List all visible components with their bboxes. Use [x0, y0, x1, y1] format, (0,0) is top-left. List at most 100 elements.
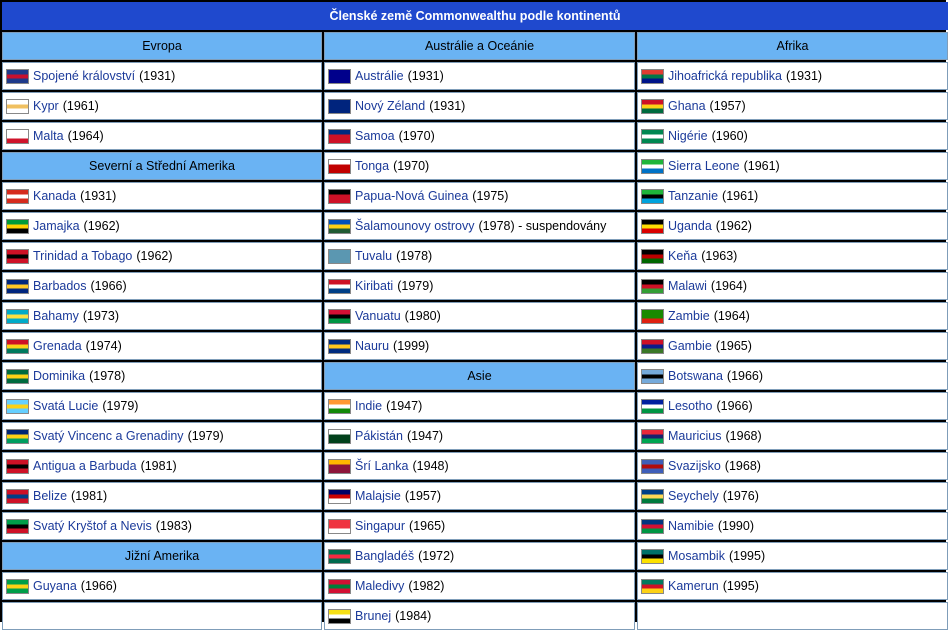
- country-link[interactable]: Nauru: [355, 339, 390, 353]
- flag-icon: [6, 398, 29, 414]
- country-link[interactable]: Maledivy: [355, 579, 405, 593]
- country-link[interactable]: Indie: [355, 399, 383, 413]
- country-cell: Singapur (1965): [324, 512, 635, 540]
- join-year: (1966): [80, 579, 117, 593]
- country-link[interactable]: Spojené království: [33, 69, 136, 83]
- country-link[interactable]: Botswana: [668, 369, 723, 383]
- country-link[interactable]: Lesotho: [668, 399, 713, 413]
- country-link[interactable]: Tuvalu: [355, 249, 393, 263]
- country-cell: Malawi (1964): [637, 272, 948, 300]
- flag-icon: [328, 218, 351, 234]
- join-year: (1975): [472, 189, 509, 203]
- country-link[interactable]: Malta: [33, 129, 64, 143]
- country-link[interactable]: Šrí Lanka: [355, 459, 409, 473]
- flag-icon: [328, 428, 351, 444]
- flag-icon: [641, 428, 664, 444]
- flag-icon: [328, 158, 351, 174]
- country-link[interactable]: Mauricius: [668, 429, 722, 443]
- country-cell: Indie (1947): [324, 392, 635, 420]
- country-link[interactable]: Barbados: [33, 279, 87, 293]
- country-link[interactable]: Kypr: [33, 99, 59, 113]
- country-cell: Papua-Nová Guinea (1975): [324, 182, 635, 210]
- country-link[interactable]: Nový Zéland: [355, 99, 426, 113]
- join-year: (1961): [62, 99, 99, 113]
- country-cell: Guyana (1966): [2, 572, 322, 600]
- country-link[interactable]: Bahamy: [33, 309, 79, 323]
- country-link[interactable]: Bangladéš: [355, 549, 415, 563]
- country-link[interactable]: Austrálie: [355, 69, 404, 83]
- flag-icon: [6, 518, 29, 534]
- country-cell: Svatý Vincenc a Grenadiny (1979): [2, 422, 322, 450]
- country-link[interactable]: Gambie: [668, 339, 712, 353]
- country-cell: Mosambik (1995): [637, 542, 948, 570]
- flag-icon: [641, 218, 664, 234]
- country-link[interactable]: Malawi: [668, 279, 707, 293]
- flag-icon: [328, 608, 351, 624]
- flag-icon: [328, 98, 351, 114]
- join-year: (1961): [743, 159, 780, 173]
- join-year: (1965): [409, 519, 446, 533]
- flag-icon: [6, 488, 29, 504]
- flag-icon: [641, 458, 664, 474]
- join-year: (1965): [715, 339, 752, 353]
- country-link[interactable]: Dominika: [33, 369, 86, 383]
- flag-icon: [6, 578, 29, 594]
- flag-icon: [6, 458, 29, 474]
- country-link[interactable]: Samoa: [355, 129, 395, 143]
- join-year: (1931): [429, 99, 466, 113]
- country-link[interactable]: Svazijsko: [668, 459, 721, 473]
- join-year: (1995): [722, 579, 759, 593]
- country-link[interactable]: Kanada: [33, 189, 77, 203]
- country-link[interactable]: Tonga: [355, 159, 390, 173]
- country-link[interactable]: Jihoafrická republika: [668, 69, 782, 83]
- country-link[interactable]: Grenada: [33, 339, 82, 353]
- country-link[interactable]: Tanzanie: [668, 189, 719, 203]
- country-link[interactable]: Svatý Kryštof a Nevis: [33, 519, 152, 533]
- join-year: (1961): [722, 189, 759, 203]
- country-link[interactable]: Nigérie: [668, 129, 708, 143]
- country-link[interactable]: Keňa: [668, 249, 698, 263]
- country-link[interactable]: Namibie: [668, 519, 714, 533]
- join-year: (1947): [386, 399, 423, 413]
- country-link[interactable]: Guyana: [33, 579, 77, 593]
- country-link[interactable]: Ghana: [668, 99, 706, 113]
- country-cell: Spojené království (1931): [2, 62, 322, 90]
- join-year: (1963): [701, 249, 738, 263]
- country-cell: Kanada (1931): [2, 182, 322, 210]
- join-year: (1931): [785, 69, 823, 83]
- country-link[interactable]: Vanuatu: [355, 309, 401, 323]
- country-link[interactable]: Kiribati: [355, 279, 394, 293]
- country-link[interactable]: Pákistán: [355, 429, 403, 443]
- country-link[interactable]: Belize: [33, 489, 68, 503]
- country-link[interactable]: Trinidad a Tobago: [33, 249, 133, 263]
- flag-icon: [328, 518, 351, 534]
- country-link[interactable]: Malajsie: [355, 489, 401, 503]
- section-header: Jižní Amerika: [2, 542, 322, 570]
- flag-icon: [641, 518, 664, 534]
- join-year: (1957): [404, 489, 441, 503]
- join-year: (1968): [725, 429, 762, 443]
- country-link[interactable]: Brunej: [355, 609, 392, 623]
- country-cell: Vanuatu (1980): [324, 302, 635, 330]
- flag-icon: [328, 338, 351, 354]
- country-link[interactable]: Kamerun: [668, 579, 719, 593]
- flag-icon: [328, 248, 351, 264]
- country-link[interactable]: Sierra Leone: [668, 159, 740, 173]
- country-cell: Tonga (1970): [324, 152, 635, 180]
- country-link[interactable]: Seychely: [668, 489, 719, 503]
- country-link[interactable]: Svatý Vincenc a Grenadiny: [33, 429, 184, 443]
- join-year: (1962): [715, 219, 752, 233]
- country-link[interactable]: Mosambik: [668, 549, 725, 563]
- country-link[interactable]: Uganda: [668, 219, 712, 233]
- country-link[interactable]: Zambie: [668, 309, 710, 323]
- flag-icon: [6, 188, 29, 204]
- country-link[interactable]: Jamajka: [33, 219, 80, 233]
- country-link[interactable]: Šalamounovy ostrovy: [355, 219, 475, 233]
- country-link[interactable]: Papua-Nová Guinea: [355, 189, 469, 203]
- country-link[interactable]: Svatá Lucie: [33, 399, 99, 413]
- join-year: (1999): [393, 339, 430, 353]
- join-year: (1979): [187, 429, 224, 443]
- country-link[interactable]: Antigua a Barbuda: [33, 459, 137, 473]
- country-cell: Barbados (1966): [2, 272, 322, 300]
- country-link[interactable]: Singapur: [355, 519, 406, 533]
